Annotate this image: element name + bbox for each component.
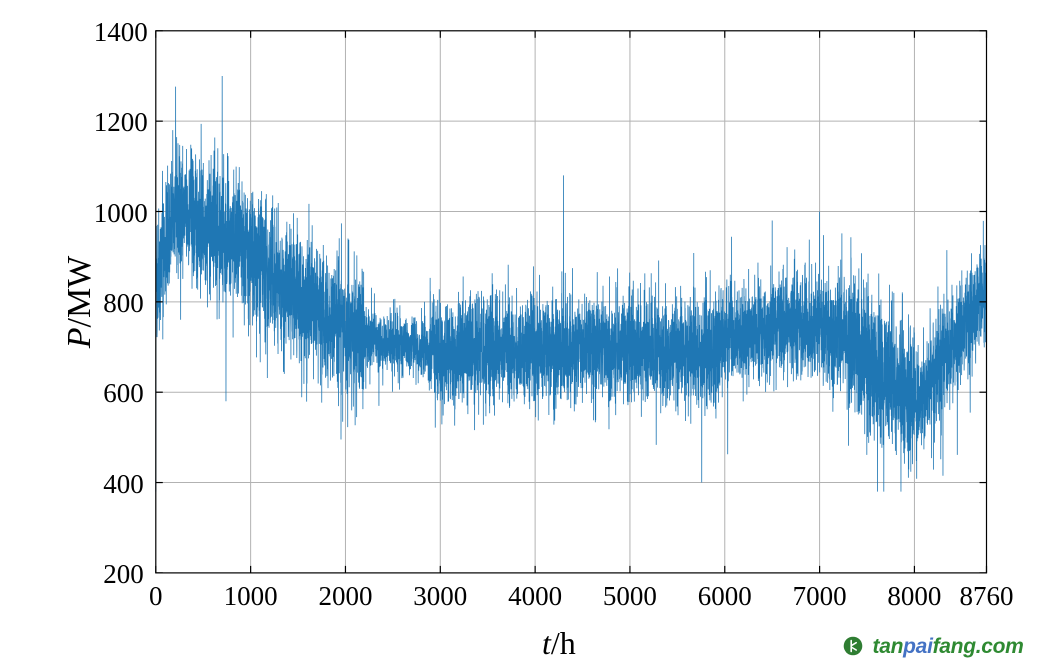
svg-text:P/MW: P/MW <box>61 255 98 349</box>
